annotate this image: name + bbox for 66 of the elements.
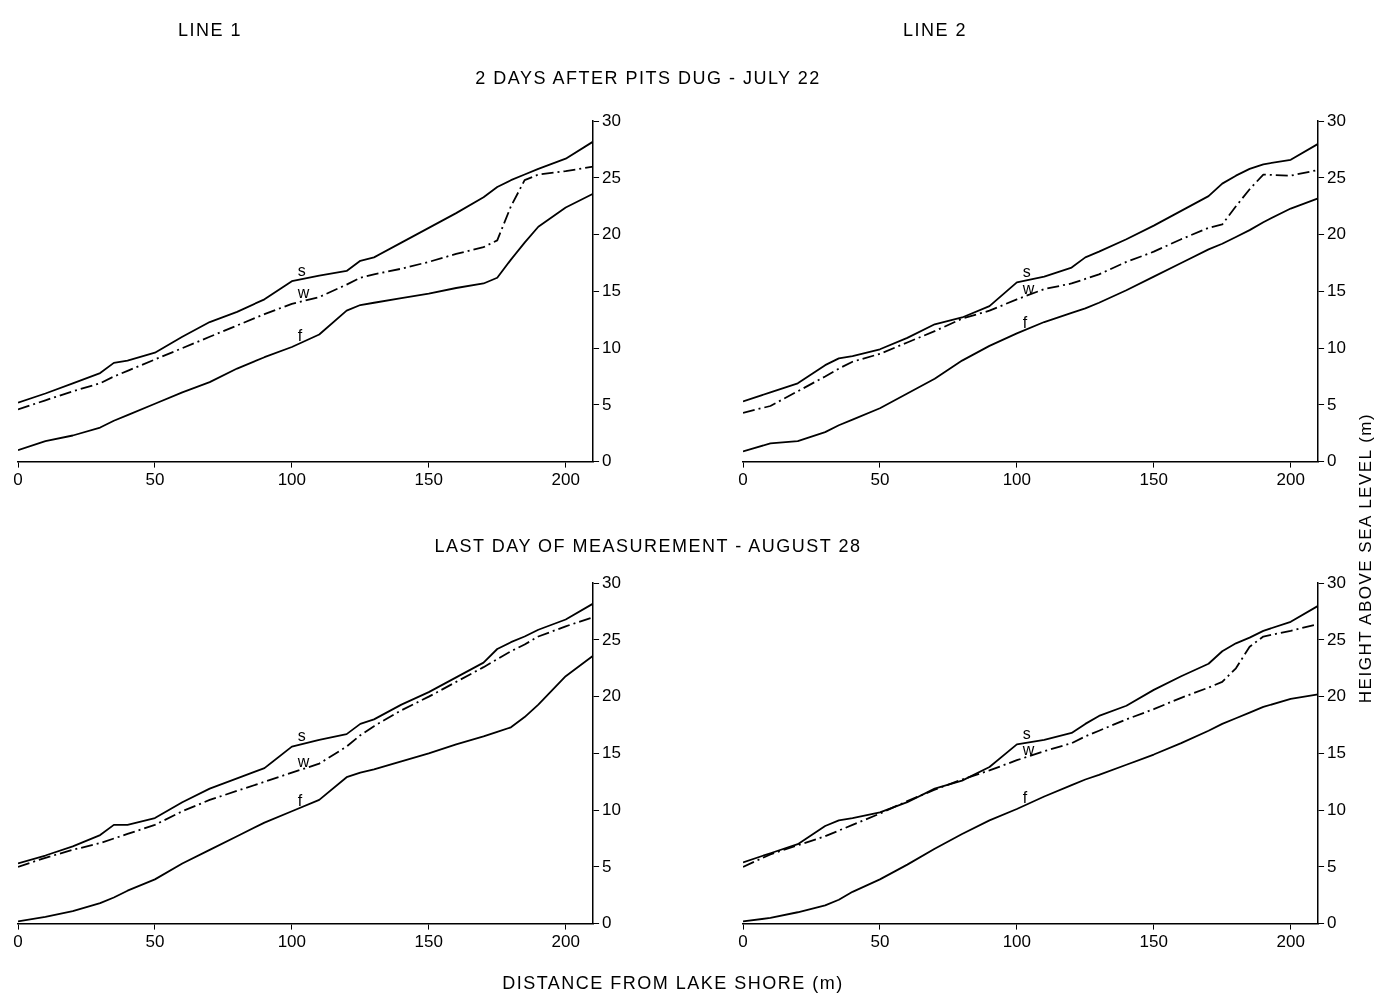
x-tick-label: 150	[1139, 932, 1168, 952]
y-tick-label: 15	[602, 743, 622, 763]
y-tick-label: 25	[602, 167, 622, 187]
x-tick-label: 100	[1002, 932, 1032, 952]
x-tick-label: 50	[145, 470, 165, 490]
y-tick-label: 30	[602, 572, 622, 592]
x-tick-label: 0	[13, 932, 23, 952]
y-tick-label: 20	[1327, 686, 1347, 706]
series-label: w	[296, 753, 310, 771]
text: LAST DAY OF MEASUREMENT - AUGUST 28	[434, 536, 862, 557]
x-axis-title: DISTANCE FROM LAKE SHORE (m)	[502, 973, 844, 994]
x-tick-label: 150	[414, 470, 443, 490]
y-tick-label: 5	[1327, 856, 1337, 876]
y-tick-label: 15	[602, 281, 622, 301]
x-tick-label: 200	[1276, 932, 1305, 952]
x-tick-label: 50	[145, 932, 165, 952]
y-tick-label: 30	[1327, 110, 1347, 130]
y-tick-label: 20	[1327, 224, 1347, 244]
y-tick-label: 25	[602, 629, 622, 649]
series-label: s	[1022, 724, 1031, 742]
series-label: w	[1021, 740, 1035, 758]
x-tick-label: 0	[13, 470, 23, 490]
chart-title: LINE 2	[903, 20, 968, 41]
x-tick-label: 200	[1276, 470, 1305, 490]
x-tick-label: 100	[277, 932, 307, 952]
y-tick-label: 20	[602, 686, 622, 706]
y-tick-label: 30	[1327, 572, 1347, 592]
y-tick-label: 15	[1327, 743, 1347, 763]
x-tick-label: 200	[551, 932, 580, 952]
y-tick-label: 15	[1327, 281, 1347, 301]
y-tick-label: 10	[1327, 799, 1347, 819]
x-tick-label: 100	[1002, 470, 1032, 490]
chart-title: LINE 1	[178, 20, 243, 41]
y-tick-label: 0	[602, 451, 612, 471]
y-tick-label: 25	[1327, 167, 1347, 187]
series-label: w	[1021, 279, 1035, 297]
y-tick-label: 5	[1327, 394, 1337, 414]
x-tick-label: 50	[870, 470, 890, 490]
x-tick-label: 0	[738, 932, 748, 952]
y-tick-label: 10	[602, 337, 622, 357]
x-tick-label: 150	[414, 932, 443, 952]
series-label: s	[297, 727, 306, 744]
y-tick-label: 30	[602, 110, 622, 130]
y-tick-label: 5	[602, 856, 612, 876]
series-label: f	[1022, 313, 1028, 331]
x-tick-label: 0	[738, 470, 748, 490]
series-label: f	[297, 791, 303, 809]
series-label: f	[297, 327, 303, 345]
y-tick-label: 0	[1327, 451, 1337, 471]
y-tick-label: 0	[1327, 913, 1337, 933]
y-tick-label: 10	[602, 799, 622, 819]
y-tick-label: 5	[602, 394, 612, 414]
x-tick-label: 150	[1139, 470, 1168, 490]
y-tick-label: 20	[602, 224, 622, 244]
x-tick-label: 100	[277, 470, 307, 490]
x-tick-label: 200	[551, 470, 580, 490]
series-label: s	[1022, 262, 1031, 280]
series-label: f	[1022, 789, 1028, 807]
text: 2 DAYS AFTER PITS DUG - JULY 22	[475, 68, 821, 89]
series-label: w	[296, 284, 310, 302]
series-label: s	[297, 261, 306, 279]
y-tick-label: 25	[1327, 629, 1347, 649]
y-tick-label: 0	[602, 913, 612, 933]
x-tick-label: 50	[870, 932, 890, 952]
y-tick-label: 10	[1327, 337, 1347, 357]
y-axis-title: HEIGHT ABOVE SEA LEVEL (m)	[1356, 412, 1376, 704]
